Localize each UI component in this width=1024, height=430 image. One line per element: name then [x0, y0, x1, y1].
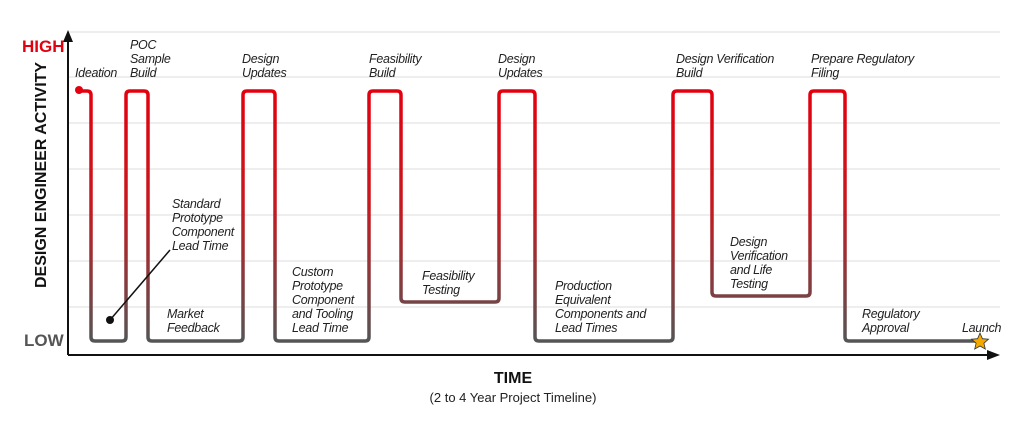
x-axis-title: TIME [494, 370, 533, 387]
label-design-updates-2: Design Updates [498, 52, 543, 80]
label-feasibility-testing: Feasibility Testing [422, 269, 475, 297]
label-custom-prototype: Custom Prototype Component and Tooling Lead … [292, 265, 355, 335]
label-launch: Launch [962, 321, 1002, 335]
label-regulatory-approval: Regulatory Approval [861, 307, 920, 335]
activity-line [78, 89, 980, 343]
label-prepare-regulatory-filing: Prepare Regulatory Filing [811, 52, 915, 80]
pointer-line [109, 249, 171, 321]
launch-star-icon [970, 331, 990, 350]
label-design-verification-life-testing: Design Verification and Life Testing [730, 235, 788, 291]
pointer-dot [106, 316, 114, 324]
axes [63, 30, 1000, 360]
label-feasibility-build: Feasibility Build [369, 52, 422, 80]
label-production-equivalent: Production Equivalent Components and Lead T… [555, 279, 647, 335]
label-poc-sample-build: POC Sample Build [130, 38, 171, 80]
label-standard-prototype: Standard Prototype Component Lead Time [172, 197, 235, 253]
label-ideation: Ideation [75, 66, 117, 80]
label-market-feedback: Market Feedback [167, 307, 221, 335]
label-design-updates-1: Design Updates [242, 52, 287, 80]
y-axis-high-label: HIGH [22, 37, 65, 56]
start-dot [75, 86, 83, 94]
y-axis-low-label: LOW [24, 331, 65, 350]
x-axis-subtitle: (2 to 4 Year Project Timeline) [430, 390, 597, 405]
phase-labels: Ideation POC Sample Build Design Updates Fe… [75, 38, 1002, 335]
y-axis-title: DESIGN ENGINEER ACTIVITY [33, 62, 50, 288]
label-design-verification-build: Design Verification Build [676, 52, 774, 80]
